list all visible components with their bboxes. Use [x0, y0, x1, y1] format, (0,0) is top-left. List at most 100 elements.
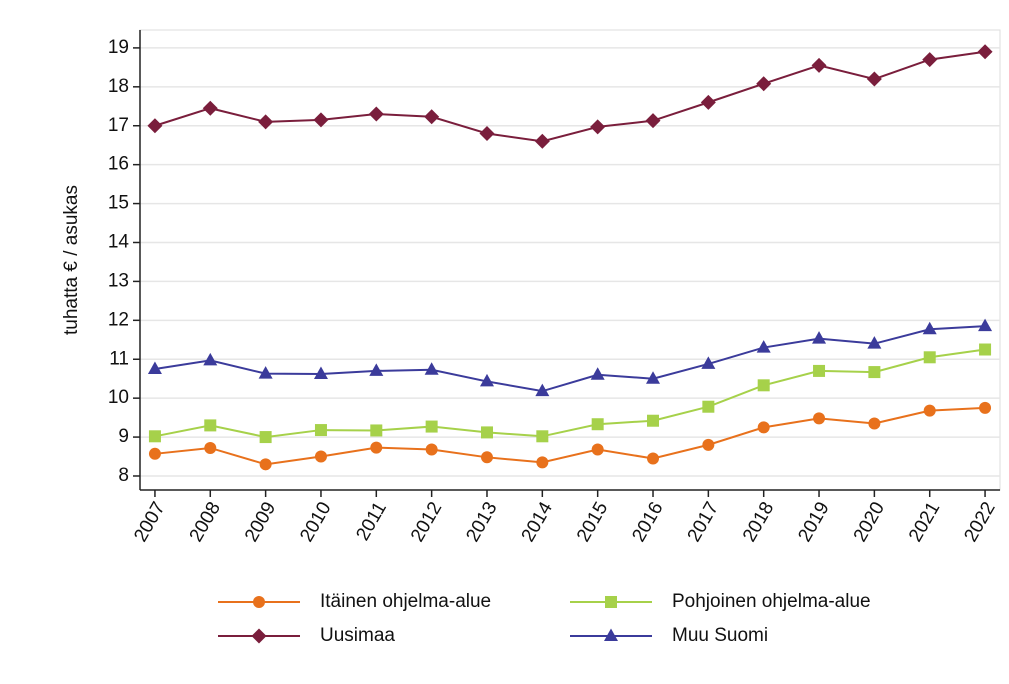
marker — [370, 424, 383, 437]
marker — [535, 383, 550, 397]
marker — [147, 361, 162, 374]
series-line — [154, 348, 986, 439]
marker — [536, 456, 549, 469]
marker — [647, 414, 660, 427]
marker — [148, 447, 161, 460]
y-tick-label: 12 — [108, 309, 129, 330]
marker — [313, 112, 329, 128]
y-tick-label: 14 — [108, 232, 130, 253]
marker — [868, 417, 881, 430]
marker — [812, 331, 827, 344]
marker — [148, 430, 161, 443]
marker — [259, 458, 272, 471]
marker — [591, 418, 604, 431]
x-tick-label: 2022 — [960, 499, 999, 546]
marker — [756, 76, 772, 92]
x-tick-label: 2007 — [130, 499, 169, 546]
x-tick-label: 2017 — [684, 499, 723, 546]
marker — [977, 44, 993, 60]
x-tick-label: 2020 — [850, 499, 889, 546]
x-tick-label: 2008 — [186, 499, 225, 546]
marker — [646, 371, 661, 384]
x-tick-label: 2021 — [905, 499, 944, 546]
marker — [424, 109, 440, 125]
marker — [604, 628, 618, 641]
marker — [756, 340, 771, 353]
marker — [204, 441, 217, 454]
x-tick-label: 2010 — [296, 499, 335, 546]
legend-label: Pohjoinen ohjelma-alue — [672, 591, 871, 612]
legend-label: Itäinen ohjelma-alue — [320, 591, 491, 612]
x-tick-label: 2012 — [407, 499, 446, 546]
marker — [313, 366, 328, 380]
y-tick-label: 18 — [108, 76, 129, 97]
marker — [259, 431, 272, 444]
x-tick-label: 2018 — [739, 499, 778, 546]
y-tick-label: 19 — [108, 37, 129, 58]
marker — [479, 126, 495, 142]
marker — [534, 133, 550, 149]
x-tick-label: 2009 — [241, 499, 280, 546]
marker — [536, 430, 549, 443]
y-tick-label: 17 — [108, 115, 129, 136]
marker — [923, 351, 936, 364]
marker — [978, 318, 993, 332]
marker — [204, 419, 217, 432]
marker — [314, 424, 327, 437]
marker — [811, 57, 827, 73]
marker — [867, 336, 882, 349]
y-tick-label: 9 — [118, 426, 129, 447]
marker — [253, 596, 265, 608]
marker — [368, 106, 384, 122]
marker — [425, 443, 438, 456]
legend-label: Muu Suomi — [672, 625, 768, 646]
y-tick-label: 16 — [108, 154, 129, 175]
marker — [202, 100, 218, 116]
marker — [258, 114, 274, 130]
x-tick-label: 2015 — [573, 499, 612, 546]
marker — [590, 119, 606, 135]
marker — [479, 373, 494, 387]
x-tick-label: 2011 — [352, 499, 391, 545]
marker — [258, 366, 273, 379]
marker — [979, 343, 992, 356]
marker — [251, 628, 267, 644]
marker — [645, 113, 661, 129]
y-tick-label: 13 — [108, 270, 129, 291]
marker — [424, 362, 439, 375]
y-tick-label: 15 — [108, 193, 129, 214]
marker — [700, 94, 716, 110]
series-line — [154, 406, 986, 466]
series-line — [154, 50, 986, 143]
y-tick-label: 11 — [109, 348, 129, 369]
y-tick-label: 8 — [118, 465, 129, 486]
x-tick-label: 2019 — [794, 499, 833, 546]
marker — [813, 412, 826, 425]
marker — [647, 452, 660, 465]
marker — [757, 379, 770, 392]
marker — [757, 421, 770, 434]
marker — [203, 352, 218, 366]
marker — [868, 366, 881, 379]
marker — [591, 443, 604, 456]
legend-label: Uusimaa — [320, 625, 395, 646]
marker — [314, 450, 327, 463]
y-axis-label: tuhatta € / asukas — [61, 185, 82, 335]
marker — [701, 356, 716, 369]
x-tick-label: 2014 — [518, 498, 558, 545]
marker — [922, 321, 937, 335]
marker — [702, 438, 715, 451]
marker — [923, 404, 936, 417]
series-line — [154, 325, 986, 393]
x-tick-label: 2016 — [628, 499, 667, 546]
marker — [480, 426, 493, 439]
marker — [369, 363, 384, 376]
marker — [480, 451, 493, 464]
marker — [147, 118, 163, 134]
marker — [605, 596, 617, 608]
marker — [370, 441, 383, 454]
marker — [590, 367, 605, 380]
marker — [922, 52, 938, 68]
x-tick-label: 2013 — [462, 499, 501, 546]
